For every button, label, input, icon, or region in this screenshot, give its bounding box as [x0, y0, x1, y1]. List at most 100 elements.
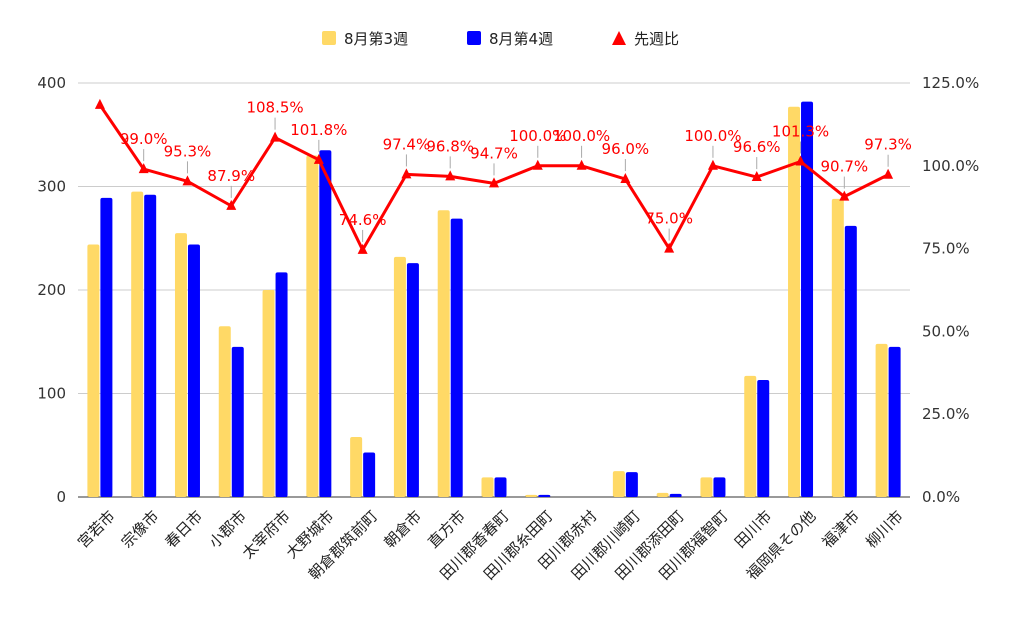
data-label: 96.8% [426, 137, 474, 155]
legend: 8月第3週 8月第4週 先週比 [322, 30, 679, 48]
legend-swatch-series-1 [322, 31, 336, 45]
right-tick-label: 50.0% [922, 322, 970, 340]
data-label: 96.6% [733, 138, 781, 156]
category-label: 宗像市 [118, 507, 163, 552]
legend-item-series-1: 8月第3週 [322, 30, 408, 48]
data-label: 94.7% [470, 144, 518, 162]
bar-series-2 [625, 472, 638, 497]
line-marker [226, 199, 237, 210]
bar-series-2 [450, 218, 463, 497]
legend-swatch-series-2 [467, 31, 481, 45]
line-marker [576, 159, 587, 170]
gridlines [78, 82, 910, 498]
data-label: 101.8% [290, 121, 347, 139]
category-label: 柳川市 [862, 507, 907, 552]
legend-label-series-1: 8月第3週 [344, 30, 408, 48]
bar-series-2 [669, 493, 682, 497]
bar-series-1 [612, 471, 625, 497]
left-axis-ticks: 0 100 200 300 400 [37, 74, 66, 506]
line-marker [795, 155, 806, 166]
data-label: 96.0% [602, 140, 650, 158]
bar-series-1 [875, 343, 888, 497]
bar-series-2 [406, 263, 419, 497]
bar-series-1 [437, 210, 450, 497]
legend-item-series-3: 先週比 [612, 30, 679, 48]
line-marker [313, 153, 324, 164]
bar-series-1 [131, 191, 144, 498]
left-tick-label: 400 [37, 74, 66, 92]
line-marker [620, 173, 631, 184]
bar-series-2 [144, 194, 157, 497]
bar-series-2 [844, 225, 857, 497]
bar-series-1 [87, 244, 100, 497]
bar-series-2 [801, 101, 814, 497]
data-label: 108.5% [246, 99, 303, 117]
category-label: 宮若市 [74, 507, 119, 552]
bar-series-1 [218, 326, 231, 497]
bar-series-1 [700, 477, 713, 497]
data-label: 100.0% [553, 127, 610, 145]
legend-label-series-2: 8月第4週 [489, 30, 553, 48]
bar-series-2 [363, 452, 376, 497]
bars-layer [87, 101, 901, 498]
line-marker [839, 190, 850, 201]
bar-series-1 [656, 492, 669, 497]
left-tick-label: 300 [37, 178, 66, 196]
data-label: 74.6% [339, 211, 387, 229]
bar-series-2 [275, 272, 288, 497]
bar-series-2 [187, 244, 200, 497]
bar-series-2 [538, 494, 551, 497]
right-tick-label: 0.0% [922, 488, 960, 506]
line-marker [751, 171, 762, 182]
bar-series-2 [888, 346, 901, 497]
bar-series-2 [100, 197, 113, 497]
bar-series-2 [713, 477, 726, 497]
line-marker [138, 163, 149, 174]
line-marker [664, 242, 675, 253]
line-marker [532, 159, 543, 170]
bar-series-1 [350, 436, 363, 497]
category-label: 福津市 [819, 507, 864, 552]
bar-series-1 [481, 477, 494, 497]
line-layer: 99.0%95.3%87.9%108.5%101.8%74.6%97.4%96.… [94, 98, 912, 254]
line-marker [489, 177, 499, 188]
data-label: 99.0% [120, 130, 168, 148]
bar-series-2 [494, 477, 507, 497]
right-axis-ticks: 0.0% 25.0% 50.0% 75.0% 100.0% 125.0% [922, 74, 979, 506]
line-marker [182, 175, 193, 186]
bar-series-2 [757, 380, 770, 497]
data-label: 75.0% [645, 210, 693, 228]
data-label: 101.3% [772, 122, 829, 140]
bar-series-1 [262, 290, 275, 497]
data-label: 87.9% [207, 167, 255, 185]
data-label: 95.3% [164, 142, 212, 160]
right-tick-label: 100.0% [922, 157, 979, 175]
right-tick-label: 75.0% [922, 240, 970, 258]
bar-series-2 [231, 346, 244, 497]
bar-series-1 [831, 198, 844, 498]
right-tick-label: 25.0% [922, 405, 970, 423]
line-marker [94, 98, 105, 109]
bar-series-1 [525, 494, 538, 497]
bar-series-1 [306, 155, 319, 497]
line-marker [883, 168, 894, 179]
line-marker [707, 159, 718, 170]
left-tick-label: 0 [56, 488, 66, 506]
legend-label-series-3: 先週比 [634, 30, 679, 48]
category-label: 朝倉市 [381, 507, 426, 552]
data-label: 97.3% [864, 136, 912, 154]
bar-series-1 [393, 256, 406, 497]
data-label: 100.0% [509, 127, 566, 145]
line-marker [270, 131, 281, 142]
bar-series-1 [744, 375, 757, 497]
data-label: 97.4% [383, 135, 431, 153]
left-tick-label: 200 [37, 281, 66, 299]
right-tick-label: 125.0% [922, 74, 979, 92]
left-tick-label: 100 [37, 385, 66, 403]
bar-series-2 [319, 150, 332, 497]
category-label: 春日市 [162, 507, 207, 552]
data-label: 100.0% [684, 127, 741, 145]
data-label: 90.7% [820, 158, 868, 176]
